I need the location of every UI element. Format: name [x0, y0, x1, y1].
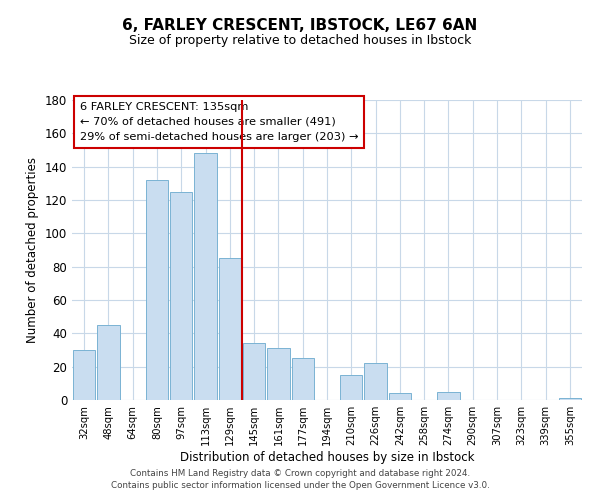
- Text: Size of property relative to detached houses in Ibstock: Size of property relative to detached ho…: [129, 34, 471, 47]
- Bar: [73, 350, 95, 400]
- Bar: [97, 325, 119, 400]
- Bar: [437, 392, 460, 400]
- Bar: [559, 398, 581, 400]
- Y-axis label: Number of detached properties: Number of detached properties: [26, 157, 39, 343]
- Bar: [243, 344, 265, 400]
- Bar: [170, 192, 193, 400]
- Bar: [194, 154, 217, 400]
- Bar: [292, 358, 314, 400]
- Bar: [146, 180, 168, 400]
- X-axis label: Distribution of detached houses by size in Ibstock: Distribution of detached houses by size …: [180, 451, 474, 464]
- Text: Contains public sector information licensed under the Open Government Licence v3: Contains public sector information licen…: [110, 481, 490, 490]
- Bar: [364, 364, 387, 400]
- Bar: [267, 348, 290, 400]
- Bar: [218, 258, 241, 400]
- Bar: [340, 375, 362, 400]
- Bar: [389, 394, 411, 400]
- Text: Contains HM Land Registry data © Crown copyright and database right 2024.: Contains HM Land Registry data © Crown c…: [130, 468, 470, 477]
- Text: 6, FARLEY CRESCENT, IBSTOCK, LE67 6AN: 6, FARLEY CRESCENT, IBSTOCK, LE67 6AN: [122, 18, 478, 32]
- Text: 6 FARLEY CRESCENT: 135sqm
← 70% of detached houses are smaller (491)
29% of semi: 6 FARLEY CRESCENT: 135sqm ← 70% of detac…: [80, 102, 358, 142]
